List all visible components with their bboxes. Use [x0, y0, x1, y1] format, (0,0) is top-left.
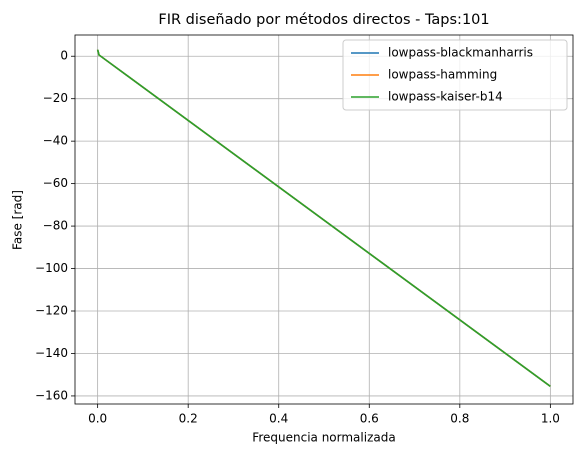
line-series [96, 49, 551, 388]
y-tick-label: −80 [43, 219, 68, 233]
x-tick-label: 0.6 [360, 412, 379, 426]
chart-title: FIR diseñado por métodos directos - Taps… [158, 12, 489, 28]
x-tick-label: 0.8 [450, 412, 469, 426]
y-tick-label: −40 [43, 134, 68, 148]
y-tick-label: −20 [43, 91, 68, 105]
x-tick-label: 1.0 [541, 412, 560, 426]
y-tick-label: −120 [35, 304, 68, 318]
y-tick-label: −140 [35, 346, 68, 360]
x-tick-label: 0.2 [179, 412, 198, 426]
y-axis-label: Fase [rad] [11, 190, 25, 250]
y-tick-label: −160 [35, 388, 68, 402]
y-tick-label: −100 [35, 261, 68, 275]
x-tick-label: 0.0 [88, 412, 107, 426]
y-tick-label: −60 [43, 176, 68, 190]
x-tick-label: 0.4 [269, 412, 288, 426]
y-tick-label: 0 [60, 49, 68, 63]
x-axis-label: Frequencia normalizada [252, 431, 395, 445]
legend-box [342, 39, 568, 111]
legend-label: lowpass-hamming [388, 68, 497, 82]
legend-label: lowpass-kaiser-b14 [388, 90, 503, 104]
axes-frame [74, 34, 574, 405]
legend-label: lowpass-blackmanharris [388, 46, 533, 60]
